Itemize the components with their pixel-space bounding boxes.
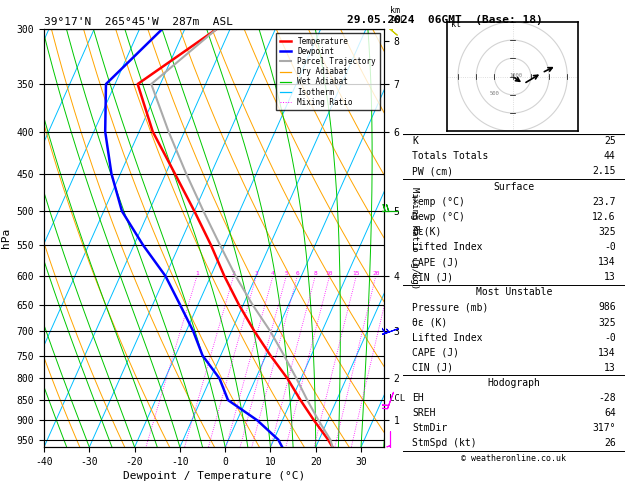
Text: 26: 26 [604, 438, 616, 449]
Text: 12.6: 12.6 [593, 212, 616, 222]
Y-axis label: Mixing Ratio (g/kg): Mixing Ratio (g/kg) [410, 187, 420, 289]
Text: CAPE (J): CAPE (J) [412, 257, 459, 267]
Text: © weatheronline.co.uk: © weatheronline.co.uk [462, 454, 566, 463]
Text: Lifted Index: Lifted Index [412, 332, 482, 343]
Text: 317°: 317° [593, 423, 616, 433]
Text: 134: 134 [598, 257, 616, 267]
Text: 20: 20 [372, 271, 379, 276]
Text: Lifted Index: Lifted Index [412, 242, 482, 252]
Text: 986: 986 [598, 302, 616, 312]
Text: Most Unstable: Most Unstable [476, 287, 552, 297]
Text: Hodograph: Hodograph [487, 378, 540, 388]
Text: 2.15: 2.15 [593, 166, 616, 176]
Text: 3: 3 [254, 271, 258, 276]
Text: 25: 25 [604, 136, 616, 146]
Text: 64: 64 [604, 408, 616, 418]
Text: EH: EH [412, 393, 424, 403]
Text: 1000: 1000 [509, 72, 523, 78]
Text: 23.7: 23.7 [593, 197, 616, 207]
Text: 500: 500 [489, 91, 499, 96]
Text: Temp (°C): Temp (°C) [412, 197, 465, 207]
Text: Dewp (°C): Dewp (°C) [412, 212, 465, 222]
Text: K: K [412, 136, 418, 146]
Text: LCL: LCL [389, 394, 405, 403]
Text: θε (K): θε (K) [412, 317, 447, 328]
Text: Pressure (mb): Pressure (mb) [412, 302, 489, 312]
Text: 1: 1 [195, 271, 199, 276]
Text: Totals Totals: Totals Totals [412, 151, 489, 161]
Text: 4: 4 [271, 271, 275, 276]
Text: 29.05.2024  06GMT  (Base: 18): 29.05.2024 06GMT (Base: 18) [347, 15, 543, 25]
Text: km
ASL: km ASL [391, 5, 406, 25]
Text: 39°17'N  265°45'W  287m  ASL: 39°17'N 265°45'W 287m ASL [44, 17, 233, 27]
Text: -0: -0 [604, 242, 616, 252]
Text: 2: 2 [231, 271, 235, 276]
Text: Surface: Surface [493, 182, 535, 191]
Text: CIN (J): CIN (J) [412, 363, 453, 373]
Text: CIN (J): CIN (J) [412, 272, 453, 282]
Text: kt: kt [450, 20, 460, 29]
Text: 325: 325 [598, 317, 616, 328]
Text: 13: 13 [604, 272, 616, 282]
X-axis label: Dewpoint / Temperature (°C): Dewpoint / Temperature (°C) [123, 471, 305, 481]
Text: θε(K): θε(K) [412, 227, 442, 237]
Text: StmSpd (kt): StmSpd (kt) [412, 438, 477, 449]
Text: 325: 325 [598, 227, 616, 237]
Text: -0: -0 [604, 332, 616, 343]
Text: -28: -28 [598, 393, 616, 403]
Text: 15: 15 [352, 271, 360, 276]
Text: 134: 134 [598, 347, 616, 358]
Text: 13: 13 [604, 363, 616, 373]
Text: StmDir: StmDir [412, 423, 447, 433]
Text: 44: 44 [604, 151, 616, 161]
Text: 5: 5 [284, 271, 288, 276]
Text: SREH: SREH [412, 408, 435, 418]
Text: 10: 10 [326, 271, 333, 276]
Text: 6: 6 [296, 271, 299, 276]
Legend: Temperature, Dewpoint, Parcel Trajectory, Dry Adiabat, Wet Adiabat, Isotherm, Mi: Temperature, Dewpoint, Parcel Trajectory… [276, 33, 380, 110]
Y-axis label: hPa: hPa [1, 228, 11, 248]
Text: PW (cm): PW (cm) [412, 166, 453, 176]
Text: CAPE (J): CAPE (J) [412, 347, 459, 358]
Text: 8: 8 [313, 271, 317, 276]
